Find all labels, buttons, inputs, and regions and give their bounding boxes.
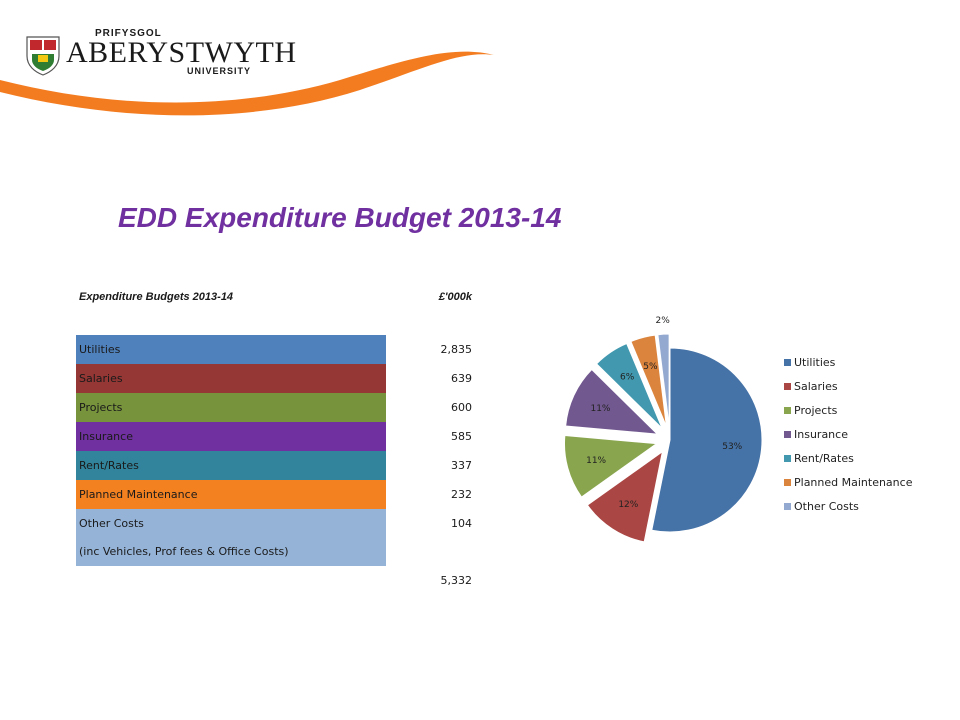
legend-label: Projects [794,404,838,417]
table-row-label: Rent/Rates [76,451,386,480]
table-row-label: Projects [76,393,386,422]
table-row-value: 639 [451,372,472,385]
table-row: Projects 600 [76,393,474,422]
table-header-unit: £'000k [438,291,472,303]
pie-slice [563,435,658,498]
legend-label: Other Costs [794,500,859,513]
budget-table: Expenditure Budgets 2013-14 £'000k Utili… [76,286,474,594]
table-header-label: Expenditure Budgets 2013-14 [79,291,234,303]
logo-top-line: PRIFYSGOL [95,28,162,39]
table-row: Planned Maintenance 232 [76,480,474,509]
orange-swoosh [0,51,494,116]
legend-swatch [784,431,791,438]
table-rows: Utilities 2,835 Salaries 639 Projects 600 Insu… [76,335,474,537]
pie-slice [630,334,667,427]
table-row-value: 232 [451,488,472,501]
legend-label: Rent/Rates [794,452,854,465]
table-row-note: (inc Vehicles, Prof fees & Office Costs) [76,537,474,566]
table-row-label: Salaries [76,364,386,393]
pie-slice [565,368,659,435]
legend-swatch [784,407,791,414]
legend-swatch [784,503,791,510]
legend-label: Salaries [794,380,838,393]
other-costs-note: (inc Vehicles, Prof fees & Office Costs) [79,545,289,558]
table-total-row: 5,332 [76,566,474,594]
pie-chart: 53% 12% 11% 11% 6% 5% 2% Utilities Salaries Proj… [563,316,913,543]
chart-legend: Utilities Salaries Projects Insurance Rent/R… [784,356,913,513]
table-row: Insurance 585 [76,422,474,451]
table-row: Other Costs 104 [76,509,474,537]
legend-label: Insurance [794,428,848,441]
pie-labels: 53% 12% 11% 11% 6% 5% 2% [586,316,743,510]
table-spacer [76,308,474,335]
table-row-label: Other Costs [76,509,386,537]
table-row-value: 104 [451,516,472,530]
table-total: 5,332 [440,573,473,587]
pie-slice [595,342,663,429]
legend-swatch [784,359,791,366]
legend-label: Utilities [794,356,836,369]
pie-data-label: 11% [590,404,610,414]
table-row-value: 2,835 [440,343,473,356]
table-row-value: 337 [451,459,472,472]
pie-slices [563,333,763,543]
table-row: Utilities 2,835 [76,335,474,364]
pie-slice [651,347,763,533]
legend-label: Planned Maintenance [794,476,913,489]
legend-swatch [784,383,791,390]
university-crest-icon [26,36,60,76]
pie-data-label: 12% [618,500,638,510]
table-row: Salaries 639 [76,364,474,393]
other-costs-note-cell: (inc Vehicles, Prof fees & Office Costs) [76,537,386,566]
table-row-label: Planned Maintenance [76,480,386,509]
pie-data-label: 5% [643,362,658,372]
table-row-label: Utilities [76,335,386,364]
pie-data-label: 2% [656,316,671,326]
table-row-value: 585 [451,430,472,443]
pie-slice [657,333,670,427]
table-header-row: Expenditure Budgets 2013-14 £'000k [76,286,474,308]
pie-slice [586,450,664,543]
logo-wordmark: ABERYSTWYTH [66,36,297,69]
table-row-label: Insurance [76,422,386,451]
pie-data-label: 6% [620,373,635,383]
header-swoosh [0,51,494,116]
legend-swatch [784,455,791,462]
table-row-value: 600 [451,401,472,414]
pie-data-label: 53% [722,442,742,452]
slide-title: EDD Expenditure Budget 2013-14 [118,202,562,233]
logo-bottom-line: UNIVERSITY [187,66,252,76]
legend-swatch [784,479,791,486]
table-row: Rent/Rates 337 [76,451,474,480]
pie-data-label: 11% [586,456,606,466]
